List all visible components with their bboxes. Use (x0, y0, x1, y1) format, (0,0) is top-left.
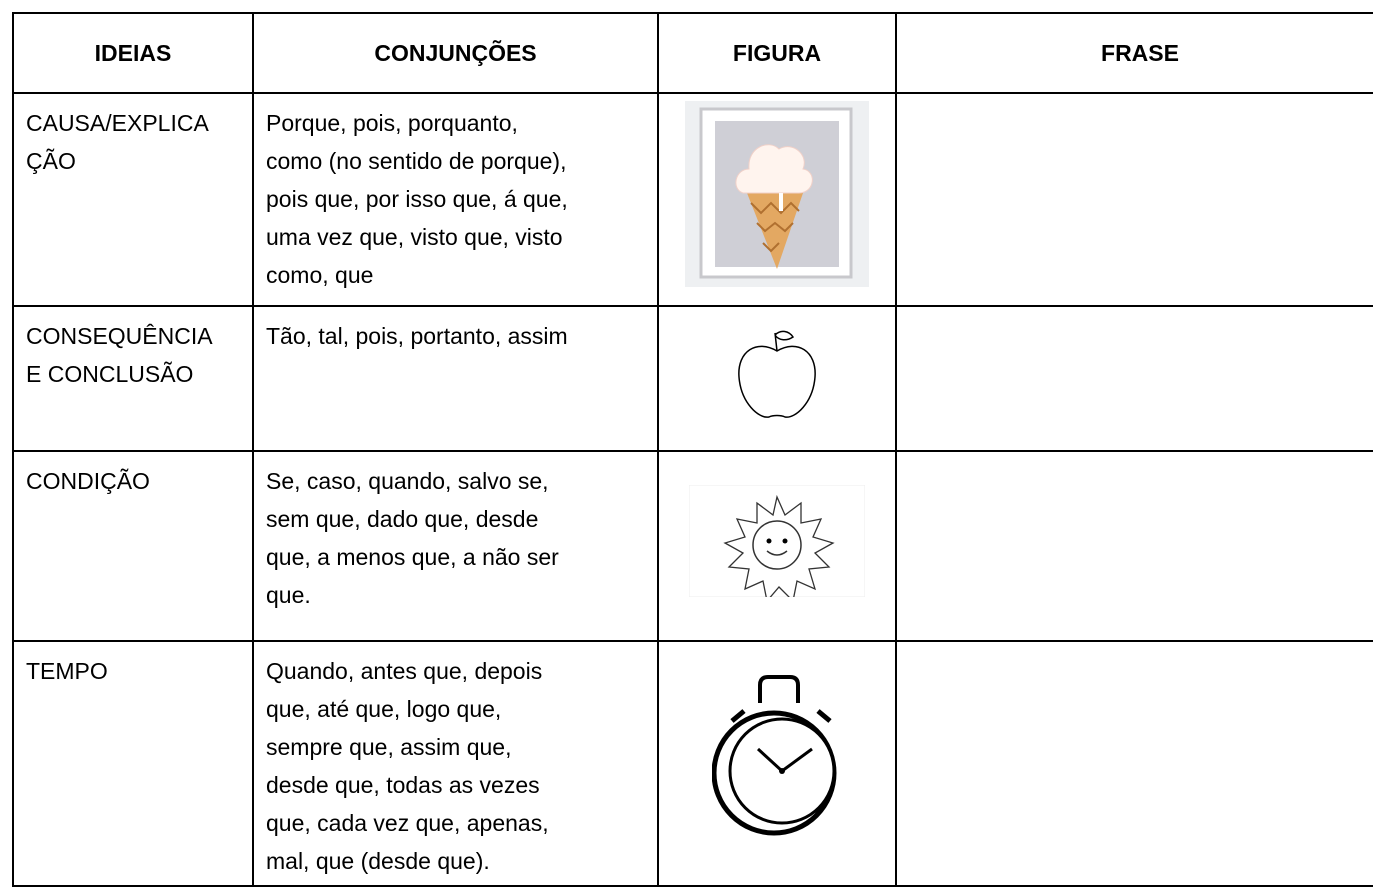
sentence-cell (895, 450, 1373, 642)
idea-cell: CONSEQUÊNCIA E CONCLUSÃO (12, 305, 254, 452)
text-line: como, que (266, 262, 374, 288)
ice-cream-icon (685, 101, 869, 287)
text-line: uma vez que, visto que, visto (266, 224, 563, 250)
figure-cell (657, 305, 897, 452)
text-line: Quando, antes que, depois (266, 658, 543, 684)
header-row: IDEIAS CONJUNÇÕES FIGURA FRASE (12, 12, 1373, 94)
text-line: E CONCLUSÃO (26, 361, 194, 387)
text-line: Se, caso, quando, salvo se, (266, 468, 549, 494)
text-line: sem que, dado que, desde (266, 506, 539, 532)
sentence-cell (895, 92, 1373, 307)
sun-icon (688, 484, 866, 602)
clock-icon (711, 675, 837, 836)
conjunctions-cell: Quando, antes que, depois que, até que, l… (252, 640, 659, 887)
header-cell: IDEIAS (12, 12, 254, 94)
idea-cell: CAUSA/EXPLICA ÇÃO (12, 92, 254, 307)
sentence-cell (895, 305, 1373, 452)
figure-cell (657, 450, 897, 642)
text-line: desde que, todas as vezes (266, 772, 540, 798)
text-line: que, até que, logo que, (266, 696, 502, 722)
idea-cell: TEMPO (12, 640, 254, 887)
text-line: como (no sentido de porque), (266, 148, 567, 174)
apple-icon (738, 330, 816, 418)
text-line: que. (266, 582, 311, 608)
row: CAUSA/EXPLICA ÇÃO Porque, pois, porquanto… (12, 92, 1373, 307)
text-line: CAUSA/EXPLICA (26, 110, 209, 136)
text-line: TEMPO (26, 658, 108, 684)
idea-cell: CONDIÇÃO (12, 450, 254, 642)
text-line: que, a menos que, a não ser (266, 544, 559, 570)
header-cell: FRASE (895, 12, 1373, 94)
text-line: Tão, tal, pois, portanto, assim (266, 323, 568, 349)
header-cell: CONJUNÇÕES (252, 12, 659, 94)
conjunctions-table: IDEIAS CONJUNÇÕES FIGURA FRASE CAUSA/EXP… (12, 12, 1373, 887)
text-line: Porque, pois, porquanto, (266, 110, 518, 136)
conjunctions-cell: Tão, tal, pois, portanto, assim (252, 305, 659, 452)
header-cell: FIGURA (657, 12, 897, 94)
text-line: pois que, por isso que, á que, (266, 186, 568, 212)
conjunctions-cell: Porque, pois, porquanto, como (no sentido… (252, 92, 659, 307)
text-line: CONDIÇÃO (26, 468, 150, 494)
text-line: que, cada vez que, apenas, (266, 810, 549, 836)
row: CONDIÇÃO Se, caso, quando, salvo se, sem … (12, 450, 1373, 642)
text-line: mal, que (desde que). (266, 848, 490, 874)
row: TEMPO Quando, antes que, depois que, até … (12, 640, 1373, 887)
figure-cell (657, 640, 897, 887)
text-line: ÇÃO (26, 148, 76, 174)
text-line: sempre que, assim que, (266, 734, 512, 760)
text-line: CONSEQUÊNCIA (26, 323, 213, 349)
figure-cell (657, 92, 897, 307)
sentence-cell (895, 640, 1373, 887)
conjunctions-cell: Se, caso, quando, salvo se, sem que, dado… (252, 450, 659, 642)
row: CONSEQUÊNCIA E CONCLUSÃO Tão, tal, pois, … (12, 305, 1373, 452)
